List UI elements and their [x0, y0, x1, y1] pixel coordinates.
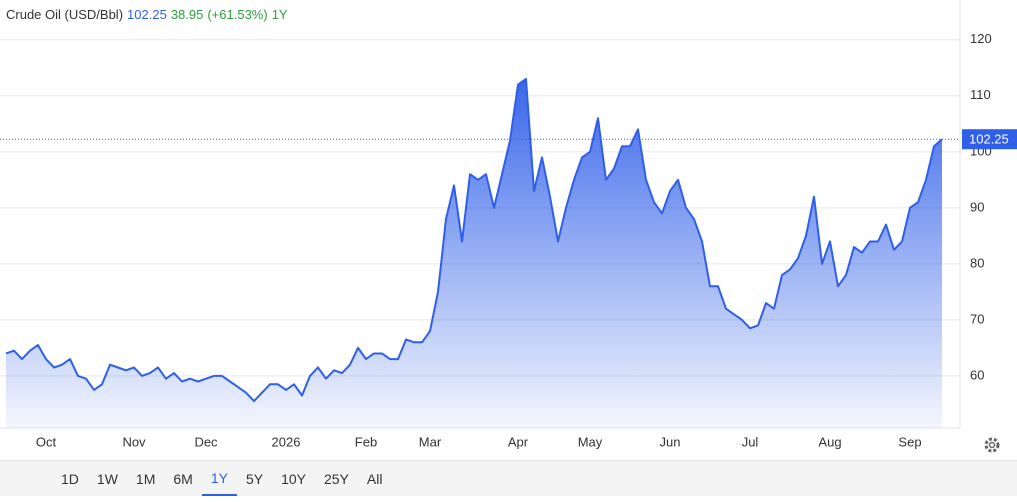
x-tick-label: Feb — [355, 434, 377, 449]
y-tick-label: 90 — [970, 199, 984, 214]
range-button[interactable]: 6M — [173, 471, 193, 487]
y-tick-label: 110 — [970, 87, 991, 102]
last-price-label: 102.25 — [969, 132, 1009, 147]
range-button[interactable]: 1Y — [201, 461, 237, 496]
change: 38.95 — [170, 7, 204, 22]
last-price-tag — [962, 129, 1017, 150]
y-tick-label: 60 — [970, 367, 984, 382]
range-button[interactable]: 10Y — [281, 471, 306, 487]
change-pct: (+61.53%) — [207, 7, 268, 22]
y-tick-label: 70 — [970, 311, 984, 326]
title: Crude Oil (USD/Bbl) — [6, 7, 124, 22]
x-tick-label: Jun — [660, 434, 681, 449]
x-tick-label: Oct — [36, 434, 57, 449]
x-tick-label: Jul — [742, 434, 759, 449]
range-bar: 1D 1W 1M 6M 1Y 5Y 10Y 25Y All — [0, 460, 1017, 496]
x-tick-label: 2026 — [272, 434, 301, 449]
x-tick-label: Mar — [419, 434, 442, 449]
header: Crude Oil (USD/Bbl) 102.25 38.95 (+61.53… — [6, 7, 288, 22]
x-tick-label: May — [578, 434, 603, 449]
y-tick-label: 80 — [970, 255, 984, 270]
range-button[interactable]: 5Y — [245, 471, 264, 487]
settings-icon[interactable] — [984, 437, 1000, 453]
area — [6, 78, 942, 428]
last-price: 102.25 — [127, 7, 167, 22]
y-tick-label: 120 — [970, 31, 992, 46]
range-button[interactable]: All — [366, 471, 383, 487]
x-tick-label: Dec — [194, 434, 218, 449]
x-tick-label: Nov — [122, 434, 146, 449]
line — [5, 77, 943, 403]
x-tick-label: Aug — [818, 434, 841, 449]
range-button[interactable]: 1W — [96, 471, 118, 487]
x-tick-label: Sep — [898, 434, 921, 449]
range-button[interactable]: 25Y — [323, 471, 349, 487]
range-button[interactable]: 1M — [135, 471, 156, 487]
period: 1Y — [271, 7, 288, 22]
x-tick-label: Apr — [508, 434, 529, 449]
range-button[interactable]: 1D — [61, 471, 79, 487]
